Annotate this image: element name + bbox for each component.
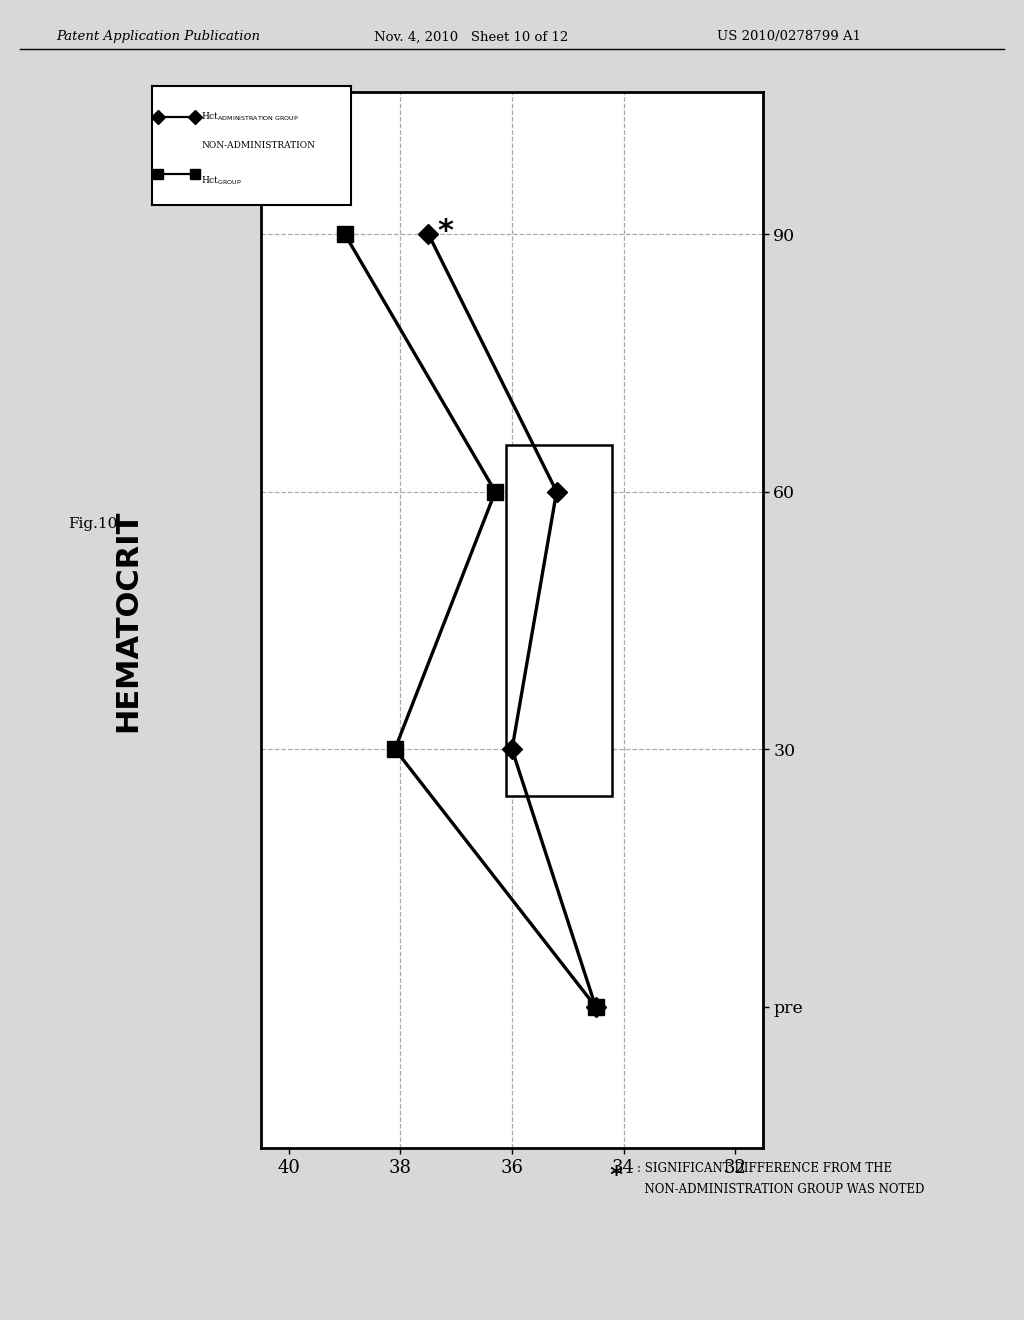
Text: US 2010/0278799 A1: US 2010/0278799 A1	[717, 30, 861, 44]
Text: *: *	[609, 1164, 623, 1188]
Text: Patent Application Publication: Patent Application Publication	[56, 30, 260, 44]
Text: NON-ADMINISTRATION GROUP WAS NOTED: NON-ADMINISTRATION GROUP WAS NOTED	[637, 1183, 925, 1196]
Text: Hct$_{\mathsf{ADMINISTRATION\ GROUP}}$: Hct$_{\mathsf{ADMINISTRATION\ GROUP}}$	[202, 111, 299, 123]
Text: Hct$_{\mathsf{GROUP}}$: Hct$_{\mathsf{GROUP}}$	[202, 174, 243, 187]
Text: Nov. 4, 2010   Sheet 10 of 12: Nov. 4, 2010 Sheet 10 of 12	[374, 30, 568, 44]
Text: *: *	[437, 216, 453, 246]
Bar	[507, 445, 612, 796]
Text: : SIGNIFICANT DIFFERENCE FROM THE: : SIGNIFICANT DIFFERENCE FROM THE	[637, 1162, 892, 1175]
Text: Fig.10: Fig.10	[69, 517, 118, 531]
Text: NON-ADMINISTRATION: NON-ADMINISTRATION	[202, 141, 315, 149]
Text: *: *	[565, 474, 582, 503]
Text: HEMATOCRIT: HEMATOCRIT	[114, 510, 142, 731]
